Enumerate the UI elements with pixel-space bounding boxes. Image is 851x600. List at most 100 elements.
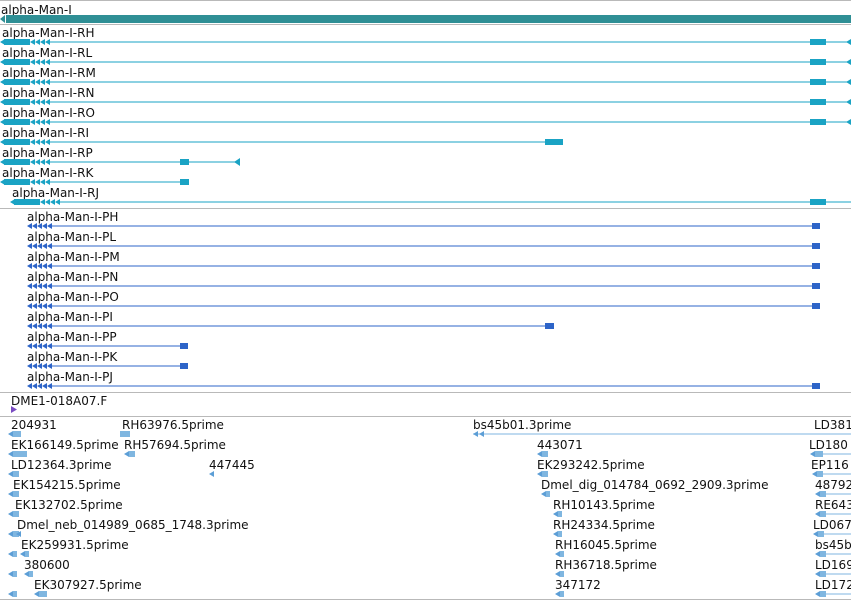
est-label[interactable]: 48792	[815, 478, 851, 492]
strand-chevron-icon	[47, 303, 52, 309]
est-arrow-icon	[815, 491, 820, 497]
est-label[interactable]: EK154215.5prime	[13, 478, 121, 492]
est-label[interactable]: 380600	[24, 558, 70, 572]
est-arrow-icon	[124, 451, 129, 457]
strand-chevron-icon	[45, 179, 50, 185]
transcript-label[interactable]: alpha-Man-I-RN	[2, 86, 95, 100]
est-arrow-icon	[810, 451, 815, 457]
strand-chevron-icon	[32, 323, 37, 329]
strand-chevron-icon	[42, 263, 47, 269]
strand-chevron-icon	[42, 303, 47, 309]
strand-chevron-icon	[55, 199, 60, 205]
protein-label[interactable]: alpha-Man-I-PI	[27, 310, 113, 324]
est-label[interactable]: RH36718.5prime	[555, 558, 657, 572]
transcript-label[interactable]: alpha-Man-I-RM	[2, 66, 96, 80]
est-label[interactable]: RH24334.5prime	[553, 518, 655, 532]
strand-chevron-icon	[45, 39, 50, 45]
est-label[interactable]: bs45b	[815, 538, 851, 552]
est-label[interactable]: Dmel_dig_014784_0692_2909.3prime	[541, 478, 769, 492]
transcript-label[interactable]: alpha-Man-I-RK	[2, 166, 94, 180]
est-label[interactable]: EP116	[811, 458, 849, 472]
est-label[interactable]: LD180	[809, 438, 848, 452]
protein-label[interactable]: alpha-Man-I-PL	[27, 230, 117, 244]
est-arrow-icon	[8, 451, 13, 457]
transcript-label[interactable]: alpha-Man-I-RL	[2, 46, 93, 60]
strand-chevron-icon	[47, 263, 52, 269]
strand-chevron-icon	[27, 303, 32, 309]
exon-block	[545, 323, 554, 329]
transcript-end-icon	[846, 99, 851, 105]
est-label[interactable]: EK166149.5prime	[11, 438, 119, 452]
strand-chevron-icon	[47, 283, 52, 289]
exon-block	[812, 223, 820, 229]
strand-chevron-icon	[32, 343, 37, 349]
transcript-start-icon	[0, 59, 5, 65]
strand-chevron-icon	[42, 343, 47, 349]
protein-label[interactable]: alpha-Man-I-PJ	[27, 370, 113, 384]
protein-label[interactable]: alpha-Man-I-PN	[27, 270, 119, 284]
est-label[interactable]: 347172	[555, 578, 601, 592]
est-label[interactable]: LD12364.3prime	[11, 458, 112, 472]
clone-label[interactable]: DME1-018A07.F	[11, 394, 108, 408]
transcript-label[interactable]: alpha-Man-I-RH	[2, 26, 95, 40]
est-arrow-icon	[812, 471, 817, 477]
est-block	[13, 551, 17, 557]
strand-chevron-icon	[47, 223, 52, 229]
protein-label[interactable]: alpha-Man-I-PH	[27, 210, 119, 224]
transcript-exon	[4, 159, 30, 165]
gene-label[interactable]: alpha-Man-I	[1, 3, 72, 17]
est-label[interactable]: 447445	[209, 458, 255, 472]
est-label[interactable]: RE643	[815, 498, 851, 512]
est-arrow-icon	[815, 591, 820, 597]
est-label[interactable]: RH57694.5prime	[124, 438, 226, 452]
strand-chevron-icon	[30, 139, 35, 145]
transcript-label[interactable]: alpha-Man-I-RI	[2, 126, 89, 140]
strand-chevron-icon	[32, 243, 37, 249]
protein-label[interactable]: alpha-Man-I-PK	[27, 350, 118, 364]
est-block	[39, 591, 47, 597]
strand-arrow-icon	[209, 471, 214, 477]
est-label[interactable]: 204931	[11, 418, 57, 432]
strand-chevron-icon	[32, 363, 37, 369]
est-label[interactable]: RH63976.5prime	[122, 418, 224, 432]
est-label[interactable]: bs45b01.3prime	[473, 418, 572, 432]
est-arrow-icon	[555, 571, 560, 577]
est-label[interactable]: EK293242.5prime	[537, 458, 645, 472]
protein-label[interactable]: alpha-Man-I-PM	[27, 250, 120, 264]
exon-block	[812, 263, 820, 269]
est-block	[820, 571, 826, 577]
strand-chevron-icon	[35, 99, 40, 105]
est-label[interactable]: EK132702.5prime	[15, 498, 123, 512]
transcript-label[interactable]: alpha-Man-I-RJ	[12, 186, 99, 200]
strand-chevron-icon	[42, 323, 47, 329]
exon-block	[810, 59, 826, 65]
strand-chevron-icon	[45, 139, 50, 145]
protein-label[interactable]: alpha-Man-I-PO	[27, 290, 119, 304]
est-label[interactable]: EK307927.5prime	[34, 578, 142, 592]
strand-chevron-icon	[40, 79, 45, 85]
strand-chevron-icon	[45, 199, 50, 205]
est-block	[13, 431, 21, 437]
strand-chevron-icon	[42, 283, 47, 289]
clone-marker-icon	[11, 406, 17, 413]
exon-block	[180, 159, 189, 165]
est-label[interactable]: RH16045.5prime	[555, 538, 657, 552]
exon-block	[812, 303, 820, 309]
est-label[interactable]: LD381	[814, 418, 851, 432]
strand-chevron-icon	[32, 223, 37, 229]
est-label[interactable]: LD067	[813, 518, 851, 532]
est-label[interactable]: LD172	[815, 578, 851, 592]
est-label[interactable]: RH10143.5prime	[553, 498, 655, 512]
strand-chevron-icon	[30, 39, 35, 45]
est-label[interactable]: Dmel_neb_014989_0685_1748.3prime	[17, 518, 249, 532]
est-arrow-icon	[541, 491, 546, 497]
est-label[interactable]: 443071	[537, 438, 583, 452]
protein-label[interactable]: alpha-Man-I-PP	[27, 330, 117, 344]
transcript-label[interactable]: alpha-Man-I-RO	[2, 106, 95, 120]
est-label[interactable]: LD169	[815, 558, 851, 572]
transcript-label[interactable]: alpha-Man-I-RP	[2, 146, 93, 160]
strand-chevron-icon	[40, 139, 45, 145]
est-block	[29, 571, 33, 577]
est-label[interactable]: EK259931.5prime	[21, 538, 129, 552]
